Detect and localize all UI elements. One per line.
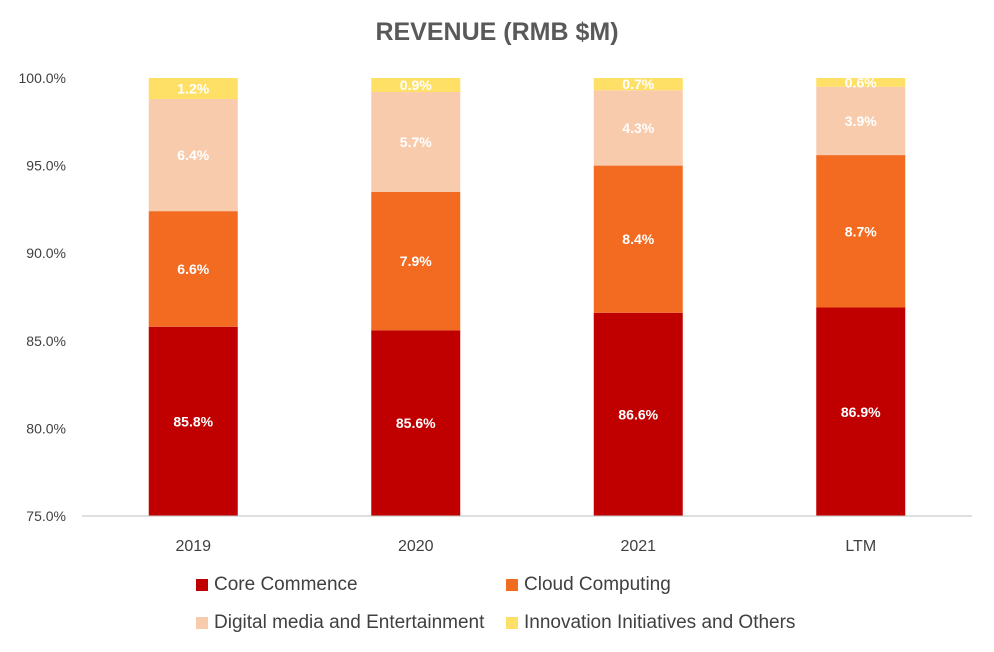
legend-item-cloud-computing: Cloud Computing [506,574,671,596]
x-tick-label: 2021 [620,538,656,555]
data-label: 0.7% [622,76,654,92]
y-tick-label: 100.0% [19,70,66,86]
data-label: 3.9% [845,113,877,129]
data-label: 1.2% [177,81,209,97]
data-label: 7.9% [400,253,432,269]
bar-segment [593,90,683,166]
bar-segment [593,312,683,516]
y-tick-label: 95.0% [26,158,66,174]
bar-segment [148,99,238,212]
bar-segment [593,78,683,91]
legend-label: Core Commence [214,574,358,595]
data-label: 0.6% [845,74,877,90]
data-label: 8.4% [622,231,654,247]
bar-segment [148,78,238,100]
legend-label: Cloud Computing [524,574,671,595]
y-tick-label: 75.0% [26,508,66,524]
legend-item-core-commence: Core Commence [196,574,358,596]
x-tick-label: 2020 [398,538,434,555]
legend-item-innovation: Innovation Initiatives and Others [506,612,795,634]
bar-segment [816,307,906,516]
legend-swatch-digital-media [196,617,208,629]
data-label: 85.6% [396,415,436,431]
data-label: 6.6% [177,261,209,277]
bar-segment [816,78,906,87]
data-label: 4.3% [622,120,654,136]
data-label: 86.6% [618,406,658,422]
bar-segment [593,165,683,313]
bar-segment [371,191,461,331]
legend-item-digital-media: Digital media and Entertainment [196,612,484,634]
bar-segment [816,86,906,156]
bar-segment [371,78,461,93]
data-label: 0.9% [400,77,432,93]
bar-segment [371,92,461,192]
chart-plot: 75.0% 80.0% 85.0% 90.0% 95.0% 100.0% 85.8% 6.6%… [19,70,972,555]
data-label: 6.4% [177,147,209,163]
bar-segment [148,326,238,516]
bar-segment [371,330,461,516]
legend-label: Innovation Initiatives and Others [524,612,796,633]
x-tick-label: 2019 [175,538,211,555]
bar-segment [148,211,238,327]
y-tick-label: 80.0% [26,420,66,436]
bar-segment [816,155,906,308]
data-label: 86.9% [841,404,881,420]
legend-swatch-core-commence [196,579,208,591]
data-label: 85.8% [173,413,213,429]
x-tick-label: LTM [845,538,876,555]
legend-swatch-innovation [506,617,518,629]
chart-title: REVENUE (RMB $M) [375,18,619,46]
legend-swatch-cloud-computing [506,579,518,591]
data-label: 8.7% [845,223,877,239]
y-tick-label: 90.0% [26,245,66,261]
data-label: 5.7% [400,134,432,150]
y-tick-label: 85.0% [26,333,66,349]
legend-label: Digital media and Entertainment [214,612,485,633]
